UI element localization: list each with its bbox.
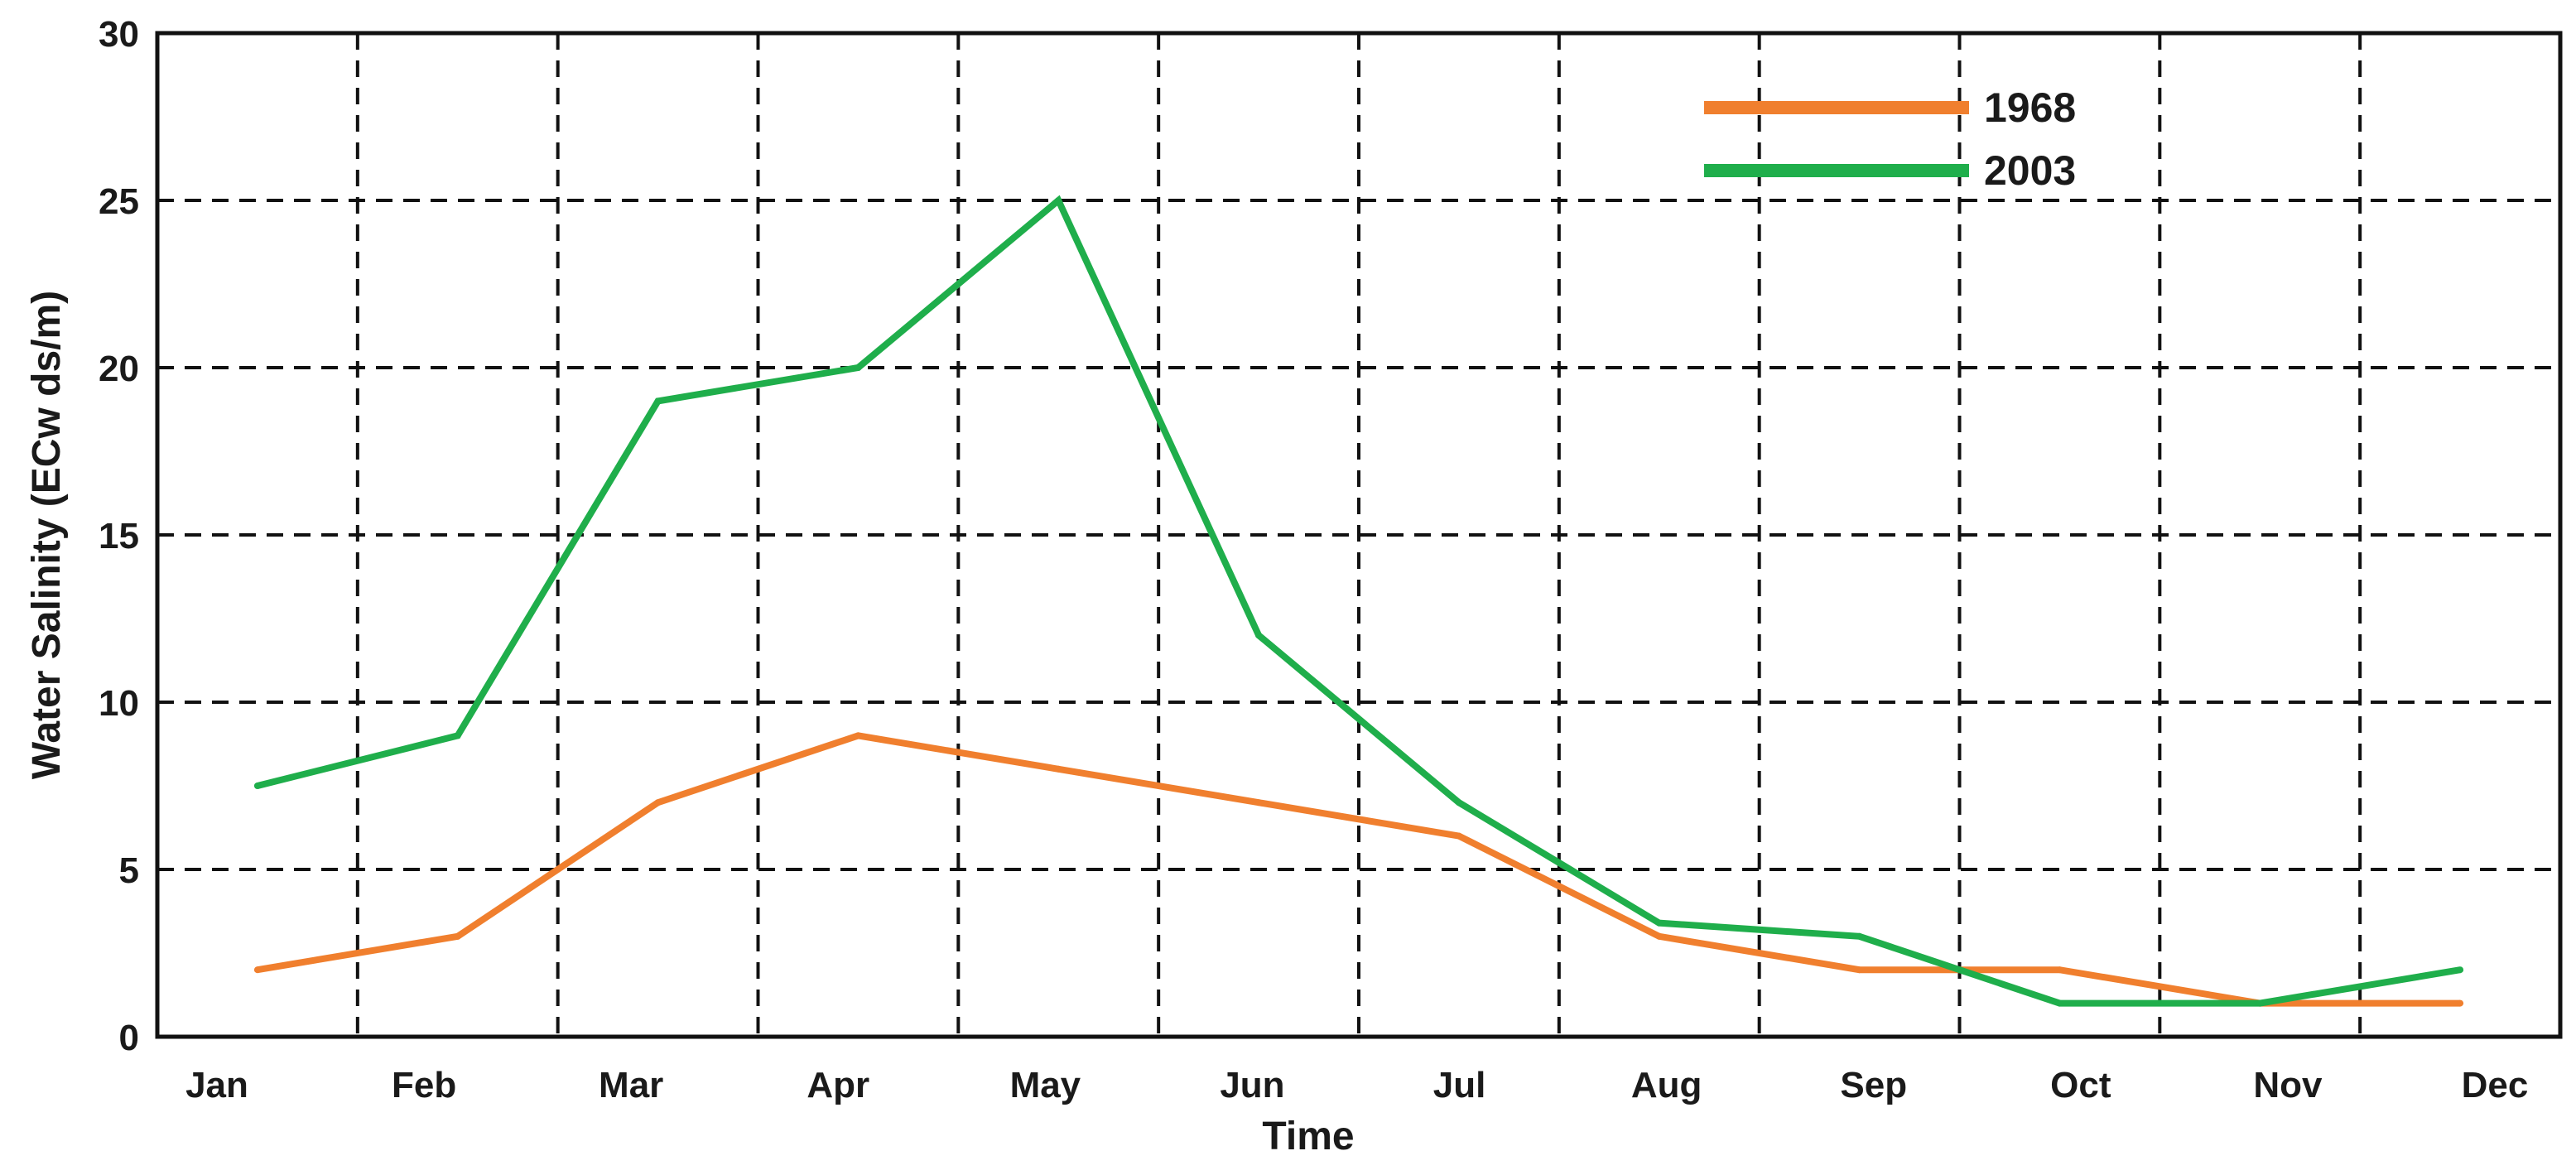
y-tick-label: 5 xyxy=(119,850,139,891)
data-point-1968 xyxy=(1655,932,1663,940)
data-point-1968 xyxy=(1455,832,1462,840)
legend-label-2003: 2003 xyxy=(1984,147,2076,194)
plot-frame xyxy=(155,31,2563,1039)
grid xyxy=(157,33,2560,1037)
data-point-2003 xyxy=(855,364,862,371)
x-tick-label: Nov xyxy=(2253,1065,2323,1105)
x-tick-label: Apr xyxy=(807,1065,869,1105)
x-tick-label: Jan xyxy=(185,1065,248,1105)
legend-label-1968: 1968 xyxy=(1984,84,2076,131)
legend: 1968 2003 xyxy=(1704,84,2076,194)
data-point-2003 xyxy=(2457,966,2464,974)
data-point-1968 xyxy=(2457,999,2464,1007)
y-tick-label: 10 xyxy=(99,683,139,724)
y-tick-label: 0 xyxy=(119,1018,139,1058)
x-axis-title: Time xyxy=(1262,1115,1354,1158)
data-point-2003 xyxy=(454,732,461,739)
x-tick-label: Feb xyxy=(392,1065,456,1105)
x-tick-labels: Jan Feb Mar Apr May Jun Jul Aug Sep Oct Nov Dec xyxy=(185,1065,2528,1105)
data-point-2003 xyxy=(1455,799,1462,807)
series-line-2003 xyxy=(256,195,2461,1007)
data-point-2003 xyxy=(1856,932,1863,940)
data-point-1968 xyxy=(2056,966,2063,974)
x-tick-label: Aug xyxy=(1631,1065,1702,1105)
y-tick-label: 25 xyxy=(99,181,139,222)
data-point-2003 xyxy=(1255,632,1263,639)
y-tick-label: 30 xyxy=(99,14,139,55)
data-point-1968 xyxy=(654,799,662,807)
data-point-1968 xyxy=(1856,966,1863,974)
series-lines xyxy=(253,195,2464,1007)
y-axis-title: Water Salinity (ECw ds/m) xyxy=(25,291,69,779)
data-point-2003 xyxy=(2056,999,2063,1007)
x-tick-label: Mar xyxy=(599,1065,663,1105)
data-point-2003 xyxy=(1055,197,1062,204)
data-point-2003 xyxy=(1655,919,1663,927)
x-tick-label: Dec xyxy=(2462,1065,2529,1105)
y-tick-label: 20 xyxy=(99,349,139,389)
data-point-1968 xyxy=(1255,799,1263,807)
data-point-1968 xyxy=(253,966,261,974)
data-point-1968 xyxy=(454,932,461,940)
series-line-1968 xyxy=(257,732,2461,1007)
x-tick-label: Oct xyxy=(2050,1065,2111,1105)
data-point-2003 xyxy=(253,783,261,789)
x-tick-label: Jun xyxy=(1220,1065,1284,1105)
y-tick-label: 15 xyxy=(99,516,139,556)
data-point-2003 xyxy=(2256,999,2264,1007)
y-tick-labels: 0 5 10 15 20 25 30 xyxy=(99,14,139,1058)
data-point-1968 xyxy=(1055,765,1062,773)
x-tick-label: Jul xyxy=(1433,1065,1486,1105)
data-point-1968 xyxy=(855,732,862,739)
x-tick-label: Sep xyxy=(1840,1065,1907,1105)
data-point-2003 xyxy=(654,397,662,405)
x-tick-label: May xyxy=(1010,1065,1081,1105)
